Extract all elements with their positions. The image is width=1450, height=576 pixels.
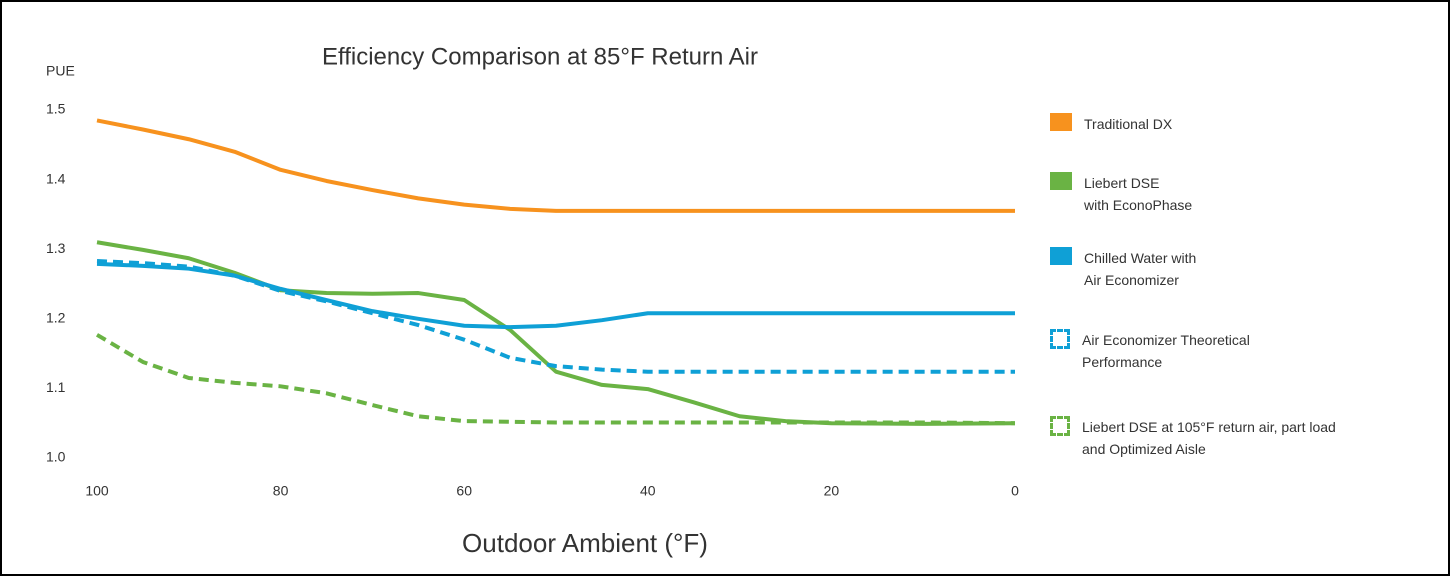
x-tick-label: 40: [640, 483, 656, 499]
x-tick-label: 80: [273, 483, 289, 499]
legend-item: Traditional DX: [1050, 113, 1172, 135]
y-tick-label: 1.5: [46, 101, 66, 117]
legend-item: Liebert DSE with EconoPhase: [1050, 172, 1192, 216]
legend-swatch: [1050, 416, 1070, 436]
x-axis-label: Outdoor Ambient (°F): [462, 528, 708, 558]
legend-swatch: [1050, 329, 1070, 349]
x-tick-label: 100: [85, 483, 109, 499]
legend-swatch: [1050, 113, 1072, 131]
legend-label: Liebert DSE at 105°F return air, part lo…: [1082, 419, 1336, 457]
legend-swatch: [1050, 247, 1072, 265]
legend-swatch: [1050, 172, 1072, 190]
y-tick-label: 1.1: [46, 379, 66, 395]
legend-label: Liebert DSE with EconoPhase: [1084, 175, 1193, 213]
chart-title: Efficiency Comparison at 85°F Return Air: [322, 43, 758, 70]
y-axis-label: PUE: [46, 63, 75, 79]
x-tick-label: 60: [456, 483, 472, 499]
legend-label: Chilled Water with Air Economizer: [1084, 250, 1197, 288]
y-tick-label: 1.4: [46, 170, 66, 186]
series-line: [96, 261, 1015, 330]
x-tick-label: 0: [1011, 483, 1019, 499]
series-line: [96, 118, 1015, 213]
y-tick-label: 1.3: [46, 240, 66, 256]
series-line: [95, 333, 1016, 426]
legend-item: Liebert DSE at 105°F return air, part lo…: [1050, 416, 1336, 460]
legend-item: Chilled Water with Air Economizer: [1050, 247, 1196, 291]
x-tick-label: 20: [824, 483, 840, 499]
legend-label: Air Economizer Theoretical Performance: [1082, 332, 1250, 370]
legend-label: Traditional DX: [1084, 116, 1173, 132]
legend-item: Air Economizer Theoretical Performance: [1050, 329, 1250, 373]
series-line: [96, 240, 1016, 426]
y-tick-label: 1.0: [46, 449, 66, 465]
y-tick-label: 1.2: [46, 310, 66, 326]
